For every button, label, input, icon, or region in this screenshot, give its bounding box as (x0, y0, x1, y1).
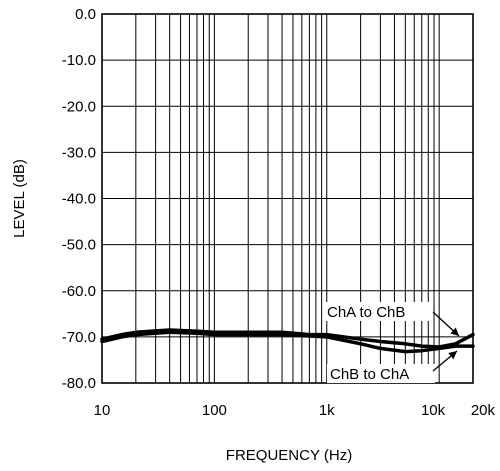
series-layer (100, 328, 475, 354)
x-tick-labels: 10 100 1k 10k 20k (94, 402, 496, 419)
y-tick-label: -60.0 (62, 283, 96, 300)
y-tick-label: -30.0 (62, 144, 96, 161)
annotation-arrowhead (450, 327, 459, 336)
y-tick-label: -70.0 (62, 329, 96, 346)
x-tick-label: 100 (202, 402, 227, 419)
y-tick-label: -20.0 (62, 98, 96, 115)
plot-frame (101, 13, 474, 384)
y-axis-label: LEVEL (dB) (11, 159, 28, 238)
x-tick-label: 10 (94, 402, 111, 419)
y-tick-label: -50.0 (62, 237, 96, 254)
y-tick-label: 0.0 (75, 6, 96, 23)
y-tick-label: -80.0 (62, 375, 96, 392)
y-tick-label: -40.0 (62, 191, 96, 208)
grid (101, 13, 474, 384)
x-axis-label: FREQUENCY (Hz) (226, 447, 352, 464)
annotation-layer: ChA to ChB ChB to ChA (324, 302, 460, 383)
y-tick-labels: 0.0 -10.0 -20.0 -30.0 -40.0 -50.0 -60.0 -70.0 -8… (62, 6, 96, 392)
x-tick-label: 1k (319, 402, 335, 419)
x-tick-label: 20k (471, 402, 496, 419)
y-tick-label: -10.0 (62, 52, 96, 69)
annotation-background (324, 302, 432, 321)
annotation-background (327, 364, 435, 383)
annotation-arrowhead (448, 351, 457, 360)
annotation-label: ChB to ChA (330, 366, 409, 383)
x-tick-label: 10k (421, 402, 446, 419)
annotation-label: ChA to ChB (327, 304, 405, 321)
series-chb-to-cha (100, 330, 475, 354)
